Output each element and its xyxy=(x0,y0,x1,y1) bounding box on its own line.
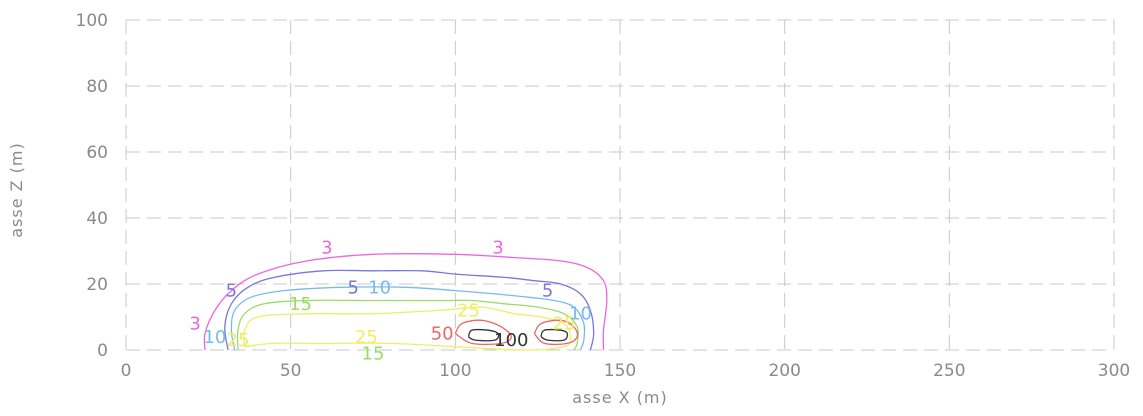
contour-line xyxy=(454,319,512,346)
y-axis-label: asse Z (m) xyxy=(7,142,26,238)
x-tick-label: 150 xyxy=(604,361,636,381)
y-tick-label: 80 xyxy=(86,77,108,97)
contour-line xyxy=(467,328,500,342)
contour-label: 10 xyxy=(368,277,391,298)
contour-label: 25 xyxy=(227,330,250,351)
y-tick-label: 0 xyxy=(97,341,108,361)
contour-line xyxy=(224,269,595,351)
contour-label: 100 xyxy=(494,330,528,351)
contour-label: 5 xyxy=(226,281,237,302)
y-tick-label: 20 xyxy=(86,275,108,295)
contour-label: 10 xyxy=(569,304,592,325)
contour-label: 15 xyxy=(289,294,312,315)
contour-label: 3 xyxy=(492,238,503,259)
y-tick-label: 100 xyxy=(76,11,108,31)
contour-label: 50 xyxy=(431,324,454,345)
contour-line xyxy=(533,319,579,346)
tick-label-layer: 0 50 100 150 200 250 300 0 20 40 60 80 100 xyxy=(76,11,1131,381)
contour-label: 15 xyxy=(362,343,385,364)
contour-label: 25 xyxy=(355,327,378,348)
grid-layer xyxy=(125,19,1115,351)
x-tick-label: 100 xyxy=(439,361,471,381)
x-axis-label: asse X (m) xyxy=(572,388,668,407)
contour-layer xyxy=(203,253,608,351)
contour-label: 10 xyxy=(203,327,226,348)
contour-line xyxy=(540,328,569,342)
x-tick-label: 250 xyxy=(933,361,965,381)
x-tick-label: 50 xyxy=(280,361,302,381)
contour-label: 3 xyxy=(189,314,200,335)
x-tick-label: 200 xyxy=(768,361,800,381)
contour-label: 3 xyxy=(321,238,332,259)
contour-label: 5 xyxy=(348,277,359,298)
contour-line xyxy=(203,253,608,351)
contour-label: 25 xyxy=(553,314,576,335)
x-tick-label: 0 xyxy=(121,361,132,381)
x-tick-label: 300 xyxy=(1098,361,1130,381)
y-tick-label: 40 xyxy=(86,209,108,229)
contour-line xyxy=(236,299,579,351)
contour-label: 25 xyxy=(457,300,480,321)
contour-label: 5 xyxy=(542,281,553,302)
y-tick-label: 60 xyxy=(86,143,108,163)
contour-line xyxy=(230,286,586,351)
